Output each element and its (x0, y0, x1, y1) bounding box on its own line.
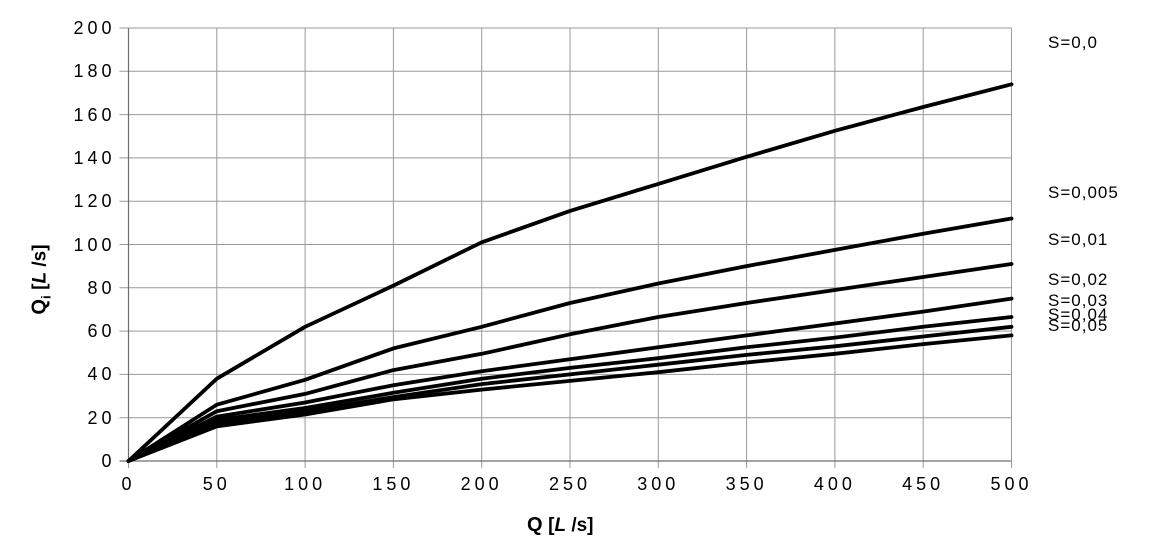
y-axis-subscript: i (38, 295, 54, 300)
y-axis-symbol: Q (28, 299, 51, 315)
y-tick-label: 0 (101, 451, 116, 471)
y-tick-label: 20 (87, 407, 116, 428)
series-curve-1 (126, 216, 1014, 463)
series-label-2: S=0,01 (1048, 229, 1109, 249)
series-label-6: S=0,05 (1048, 316, 1109, 336)
y-tick-label: 120 (73, 191, 116, 212)
x-tick-label: 400 (813, 474, 856, 494)
series-label-0: S=0,0 (1048, 33, 1098, 53)
series-curve-2 (126, 262, 1014, 463)
y-tick-label: 200 (73, 18, 116, 38)
y-axis-label: Qi [L /s] (29, 225, 54, 335)
y-axis-unit-rest: /s] (29, 244, 51, 272)
y-tick-label: 180 (73, 61, 116, 82)
x-tick-label: 500 (990, 474, 1033, 494)
x-axis-unit-bracket: [ (548, 515, 555, 536)
series-curve-0 (126, 82, 1014, 463)
x-tick-label: 350 (725, 474, 768, 494)
y-tick-label: 140 (73, 147, 116, 168)
series-curve-3 (126, 296, 1014, 463)
x-axis-unit-litre: L (554, 515, 567, 536)
y-tick-label: 80 (87, 277, 116, 298)
series-label-5: S=0,04 (1048, 304, 1109, 324)
y-tick-label: 160 (73, 104, 116, 125)
x-tick-label: 200 (460, 474, 503, 494)
x-axis-label: Q [L /s] (527, 514, 594, 537)
series-curve-5 (126, 324, 1014, 463)
x-tick-label: 0 (121, 474, 136, 494)
x-tick-label: 150 (372, 474, 415, 494)
series-curve-4 (126, 315, 1014, 463)
x-tick-label: 250 (548, 474, 592, 494)
series-label-4: S=0,03 (1048, 291, 1109, 311)
x-tick-label: 100 (284, 474, 327, 494)
y-tick-label: 100 (73, 234, 116, 255)
y-axis-unit-bracket: [ (29, 283, 51, 290)
series-curve-6 (126, 333, 1014, 463)
series-label-3: S=0,02 (1048, 269, 1109, 289)
x-axis-unit-rest: /s] (566, 515, 594, 536)
x-axis-symbol: Q (527, 514, 543, 536)
x-tick-label: 300 (637, 474, 680, 494)
y-tick-label: 40 (87, 364, 116, 385)
x-tick-label: 50 (202, 474, 231, 494)
series-label-1: S=0,005 (1048, 182, 1119, 202)
x-tick-label: 450 (902, 474, 945, 494)
y-tick-label: 60 (87, 321, 116, 342)
y-axis-unit-litre: L (29, 271, 51, 284)
